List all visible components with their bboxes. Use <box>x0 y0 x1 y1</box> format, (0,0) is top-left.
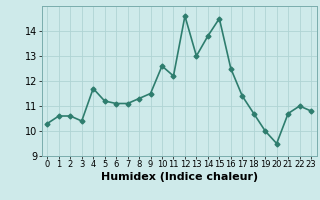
X-axis label: Humidex (Indice chaleur): Humidex (Indice chaleur) <box>100 172 258 182</box>
